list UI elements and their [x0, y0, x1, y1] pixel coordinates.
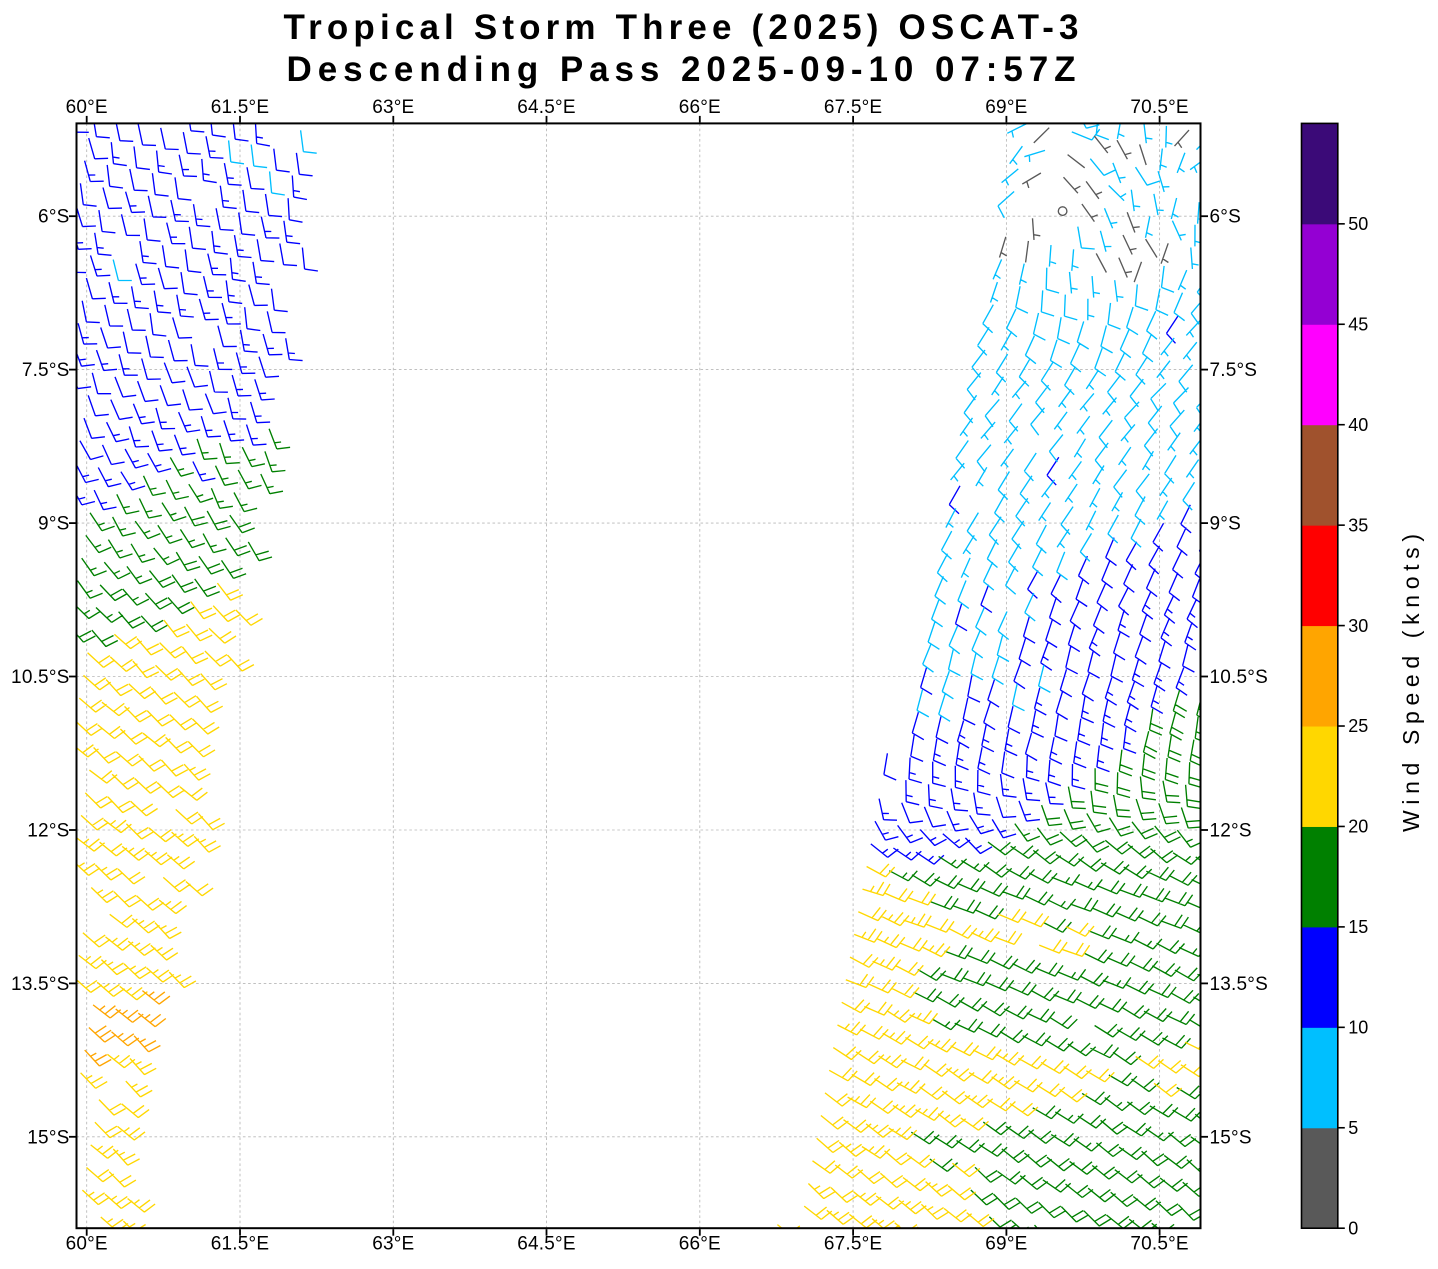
svg-text:9°S: 9°S — [1210, 514, 1241, 535]
svg-text:60°E: 60°E — [66, 97, 108, 118]
svg-text:7.5°S: 7.5°S — [22, 360, 70, 381]
svg-text:12°S: 12°S — [1210, 821, 1252, 842]
svg-text:61.5°E: 61.5°E — [211, 97, 269, 118]
svg-text:15: 15 — [1348, 917, 1368, 937]
svg-text:10.5°S: 10.5°S — [1210, 667, 1268, 688]
svg-text:60°E: 60°E — [66, 1234, 108, 1255]
svg-text:50: 50 — [1348, 214, 1368, 234]
svg-text:6°S: 6°S — [1210, 207, 1241, 228]
svg-text:64.5°E: 64.5°E — [517, 1234, 575, 1255]
svg-text:69°E: 69°E — [985, 1234, 1027, 1255]
svg-text:25: 25 — [1348, 716, 1368, 736]
svg-text:70.5°E: 70.5°E — [1130, 1234, 1188, 1255]
svg-text:64.5°E: 64.5°E — [517, 97, 575, 118]
svg-text:12°S: 12°S — [27, 821, 69, 842]
svg-text:35: 35 — [1348, 515, 1368, 535]
svg-text:67.5°E: 67.5°E — [824, 97, 882, 118]
svg-text:66°E: 66°E — [679, 97, 721, 118]
svg-text:63°E: 63°E — [372, 97, 414, 118]
svg-text:13.5°S: 13.5°S — [11, 974, 69, 995]
svg-text:6°S: 6°S — [38, 207, 69, 228]
svg-text:10: 10 — [1348, 1018, 1368, 1038]
svg-text:15°S: 15°S — [1210, 1127, 1252, 1148]
svg-text:67.5°E: 67.5°E — [824, 1234, 882, 1255]
svg-text:61.5°E: 61.5°E — [211, 1234, 269, 1255]
svg-text:70.5°E: 70.5°E — [1130, 97, 1188, 118]
svg-text:20: 20 — [1348, 817, 1368, 837]
svg-text:Wind Speed (knots): Wind Speed (knots) — [1398, 534, 1424, 832]
svg-text:30: 30 — [1348, 616, 1368, 636]
svg-text:69°E: 69°E — [985, 97, 1027, 118]
svg-text:5: 5 — [1348, 1118, 1358, 1138]
svg-text:9°S: 9°S — [38, 514, 69, 535]
svg-text:13.5°S: 13.5°S — [1210, 974, 1268, 995]
svg-text:0: 0 — [1348, 1218, 1358, 1238]
svg-text:Tropical Storm Three (2025) OS: Tropical Storm Three (2025) OSCAT-3 — [284, 8, 1079, 47]
svg-text:63°E: 63°E — [372, 1234, 414, 1255]
svg-text:15°S: 15°S — [27, 1127, 69, 1148]
svg-text:66°E: 66°E — [679, 1234, 721, 1255]
svg-text:40: 40 — [1348, 415, 1368, 435]
svg-text:7.5°S: 7.5°S — [1210, 360, 1258, 381]
svg-text:10.5°S: 10.5°S — [11, 667, 69, 688]
svg-text:45: 45 — [1348, 314, 1368, 334]
